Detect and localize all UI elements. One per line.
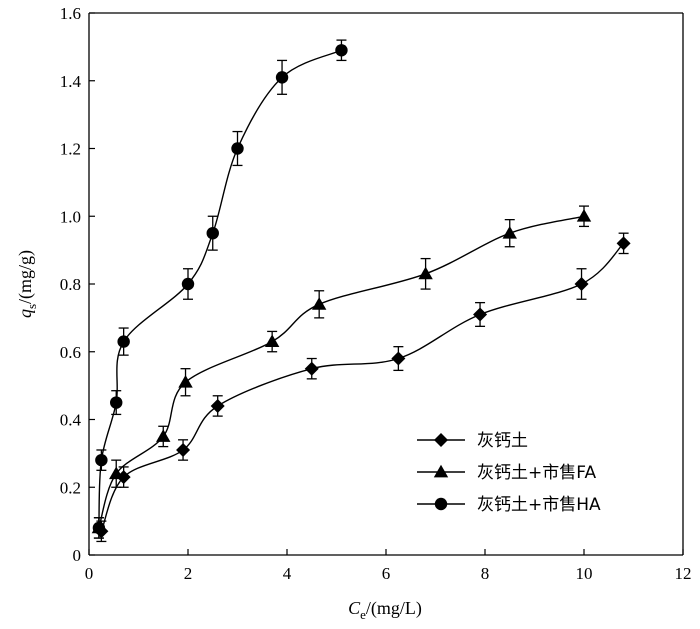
circle-data-point (275, 71, 289, 84)
x-tick-label: 8 (481, 564, 490, 583)
series-lines (98, 49, 625, 532)
x-tick-label: 0 (85, 564, 94, 583)
y-tick-label: 0.4 (60, 411, 82, 430)
series-line-circle (98, 49, 342, 528)
legend-label: 灰钙土+市售FA (477, 463, 596, 483)
legend-diamond-marker (434, 433, 448, 447)
circle-data-point (92, 521, 106, 535)
triangle-data-point (502, 225, 517, 239)
triangle-data-point (418, 266, 433, 280)
y-tick-label: 1.4 (60, 72, 82, 91)
y-tick-label: 1.2 (60, 140, 81, 159)
circle-data-point (206, 226, 219, 240)
triangle-data-point (264, 334, 280, 347)
circle-data-point (110, 396, 123, 409)
triangle-data-point (576, 209, 592, 222)
x-tick-label: 6 (382, 564, 391, 583)
diamond-data-point (391, 351, 406, 366)
y-tick-label: 0.6 (60, 343, 81, 362)
diamond-data-point (616, 236, 631, 251)
circle-data-point (335, 44, 348, 57)
diamond-data-point (473, 307, 488, 322)
circle-data-point (231, 142, 244, 155)
triangle-data-point (178, 375, 193, 388)
diamond-data-point (304, 361, 319, 376)
x-tick-label: 10 (576, 564, 593, 583)
legend-circle-marker (434, 497, 448, 511)
diamond-data-point (176, 442, 191, 457)
y-axis-title: qs/(mg/g) (15, 250, 39, 318)
x-axis-title: Ce/(mg/L) (348, 598, 422, 622)
legend-entry: 灰钙土 (417, 431, 528, 451)
triangle-data-point (109, 466, 124, 480)
ticks: 0 2 4 6 8 10 12 0 0.2 0.4 0.6 0.8 1.0 1.2 1.4 1.6 (60, 4, 692, 583)
series-line-triangle (98, 215, 585, 529)
y-tick-label: 0.2 (60, 478, 81, 497)
x-tick-label: 12 (675, 564, 692, 583)
y-tick-label: 1.0 (60, 207, 81, 226)
legend-label: 灰钙土 (477, 431, 528, 451)
legend-entry: 灰钙土+市售HA (417, 495, 601, 515)
diamond-data-point (210, 398, 225, 413)
circle-data-point (117, 335, 130, 348)
circle-data-point (95, 453, 108, 467)
data-markers (91, 44, 631, 539)
triangle-data-point (311, 297, 327, 310)
triangle-data-point (156, 429, 171, 442)
legend-label: 灰钙土+市售HA (477, 495, 601, 515)
y-tick-label: 1.6 (60, 4, 81, 23)
x-tick-label: 2 (184, 564, 193, 583)
y-tick-label: 0.8 (60, 275, 81, 294)
legend-triangle-marker (433, 464, 449, 478)
circle-data-point (181, 277, 195, 291)
legend-entry: 灰钙土+市售FA (417, 463, 596, 483)
y-tick-label: 0 (73, 546, 82, 565)
x-tick-label: 4 (283, 564, 292, 583)
diamond-data-point (574, 277, 589, 291)
